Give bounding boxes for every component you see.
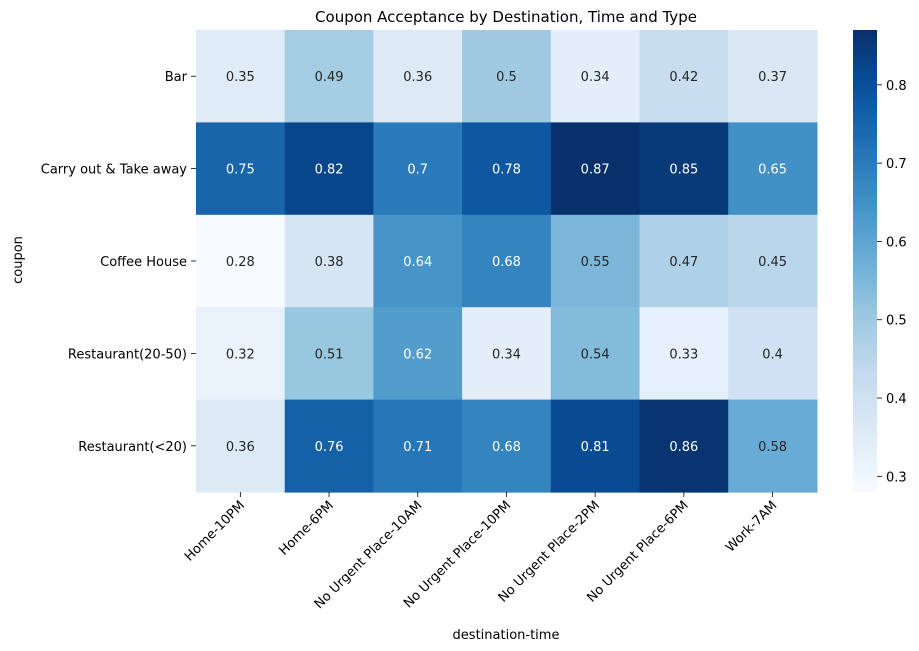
heatmap-cell-label: 0.35 xyxy=(226,70,255,85)
heatmap-cell xyxy=(462,214,552,308)
colorbar-tick-label: 0.5 xyxy=(886,314,907,329)
heatmap-cell xyxy=(284,30,374,123)
x-tick-label: No Urgent Place-6PM xyxy=(584,498,691,605)
heatmap-cell xyxy=(196,30,286,123)
heatmap-cell xyxy=(550,30,641,123)
heatmap-cell-label: 0.71 xyxy=(403,440,432,455)
heatmap-cell-label: 0.78 xyxy=(492,163,521,178)
heatmap-cell xyxy=(728,122,818,216)
heatmap-cell-label: 0.82 xyxy=(315,163,344,178)
heatmap-cell-label: 0.65 xyxy=(758,163,787,178)
heatmap-cell xyxy=(728,214,818,308)
heatmap-cell xyxy=(284,399,374,493)
heatmap-cell-label: 0.34 xyxy=(492,347,521,362)
heatmap-cell xyxy=(373,214,463,308)
heatmap-cell-label: 0.86 xyxy=(669,440,698,455)
heatmap-cell xyxy=(639,30,729,123)
heatmap-cell-label: 0.33 xyxy=(669,347,698,362)
heatmap-cell-label: 0.58 xyxy=(758,440,787,455)
colorbar-tick-label: 0.7 xyxy=(886,157,907,172)
heatmap-cell-label: 0.87 xyxy=(581,163,610,178)
heatmap-cell xyxy=(550,214,641,308)
heatmap-cell-label: 0.7 xyxy=(407,163,428,178)
heatmap-cell xyxy=(728,399,818,493)
heatmap-cell xyxy=(550,399,641,493)
heatmap-cell-label: 0.85 xyxy=(669,163,698,178)
heatmap-cell-label: 0.37 xyxy=(758,70,787,85)
heatmap-cell-label: 0.5 xyxy=(496,70,517,85)
heatmap-cell-label: 0.49 xyxy=(315,70,344,85)
colorbar-ticks: 0.3 0.4 0.5 0.6 0.7 0.8 xyxy=(877,79,907,485)
heatmap-cell xyxy=(284,307,374,401)
heatmap-cell xyxy=(462,122,552,216)
heatmap-cell xyxy=(462,399,552,493)
heatmap-cells xyxy=(196,30,818,493)
heatmap-cell-label: 0.32 xyxy=(226,347,255,362)
heatmap-cell-label: 0.62 xyxy=(403,347,432,362)
x-tick-label: Work-7AM xyxy=(723,498,780,555)
x-axis-label: destination-time xyxy=(453,628,560,643)
heatmap-cell-label: 0.38 xyxy=(315,255,344,270)
heatmap-cell-label: 0.36 xyxy=(403,70,432,85)
heatmap-cell xyxy=(373,30,463,123)
x-tick-label: Home-10PM xyxy=(182,498,248,564)
chart-title: Coupon Acceptance by Destination, Time a… xyxy=(315,8,697,26)
heatmap-cell xyxy=(196,122,286,216)
heatmap-cell xyxy=(639,122,729,216)
heatmap-cell-label: 0.81 xyxy=(581,440,610,455)
heatmap-cell-labels: 0.35 0.49 0.36 0.5 0.34 0.42 0.37 0.75 0.82 0.7 0.… xyxy=(226,70,787,455)
y-tick-label: Restaurant(<20) xyxy=(78,440,187,455)
y-tick-label: Coffee House xyxy=(100,255,187,270)
heatmap-cell xyxy=(373,399,463,493)
heatmap-cell xyxy=(639,399,729,493)
heatmap-cell-label: 0.51 xyxy=(315,347,344,362)
y-tick-label: Restaurant(20-50) xyxy=(68,347,187,362)
x-tick-label: Home-6PM xyxy=(276,498,336,558)
colorbar-tick-label: 0.3 xyxy=(886,470,907,485)
heatmap-cell-label: 0.28 xyxy=(226,255,255,270)
heatmap-cell xyxy=(196,214,286,308)
heatmap-cell xyxy=(728,30,818,123)
heatmap-cell-label: 0.45 xyxy=(758,255,787,270)
x-tick-label: No Urgent Place-2PM xyxy=(496,498,603,605)
heatmap-cell-label: 0.42 xyxy=(669,70,698,85)
heatmap-cell xyxy=(373,122,463,216)
heatmap-cell xyxy=(639,307,729,401)
heatmap-cell xyxy=(462,30,552,123)
heatmap-cell-label: 0.34 xyxy=(581,70,610,85)
heatmap-cell-label: 0.47 xyxy=(669,255,698,270)
heatmap-cell-label: 0.76 xyxy=(315,440,344,455)
y-axis-ticks: Bar Carry out & Take away Coffee House Rest… xyxy=(41,70,196,455)
heatmap-cell-label: 0.64 xyxy=(403,255,432,270)
y-axis-label: coupon xyxy=(11,236,26,284)
heatmap-cell-label: 0.75 xyxy=(226,163,255,178)
colorbar-tick-label: 0.6 xyxy=(886,235,907,250)
heatmap-cell xyxy=(550,307,641,401)
heatmap-cell xyxy=(373,307,463,401)
heatmap-cell xyxy=(728,307,818,401)
heatmap-cell xyxy=(284,122,374,216)
heatmap-cell-label: 0.68 xyxy=(492,255,521,270)
heatmap-cell xyxy=(284,214,374,308)
heatmap-cell xyxy=(196,307,286,401)
heatmap-cell xyxy=(196,399,286,493)
colorbar-tick-label: 0.8 xyxy=(886,79,907,94)
heatmap-cell-label: 0.4 xyxy=(762,347,783,362)
heatmap-cell-label: 0.55 xyxy=(581,255,610,270)
colorbar-tick-label: 0.4 xyxy=(886,392,907,407)
y-tick-label: Carry out & Take away xyxy=(41,163,188,178)
heatmap-cell xyxy=(462,307,552,401)
heatmap-cell xyxy=(550,122,641,216)
heatmap-cell-label: 0.54 xyxy=(581,347,610,362)
heatmap-cell-label: 0.68 xyxy=(492,440,521,455)
heatmap-cell xyxy=(639,214,729,308)
heatmap-cell-label: 0.36 xyxy=(226,440,255,455)
colorbar xyxy=(853,30,877,492)
y-tick-label: Bar xyxy=(165,70,188,85)
